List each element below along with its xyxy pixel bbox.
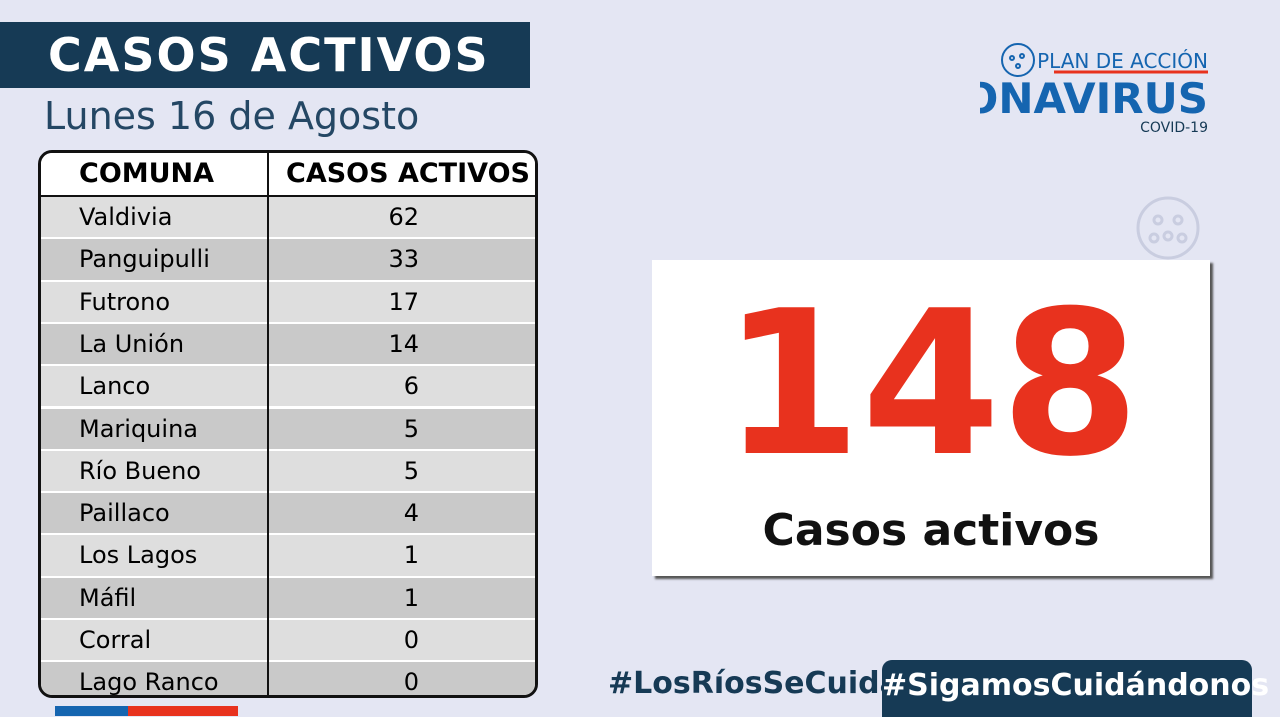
- table-row: Lanco 6: [41, 366, 535, 407]
- cell: 4: [403, 499, 419, 528]
- column-header: CASOS ACTIVOS: [286, 158, 530, 189]
- cell: 0: [403, 668, 419, 697]
- total-value: 148: [722, 268, 1140, 501]
- table-row: Panguipulli 33: [41, 239, 535, 280]
- column-divider: [267, 153, 269, 695]
- table-row: Paillaco 4: [41, 493, 535, 534]
- cell: 6: [403, 372, 419, 401]
- hashtag-box: [882, 660, 1252, 717]
- cell: Futrono: [79, 287, 171, 316]
- title-bar: [0, 22, 530, 88]
- logo: PLAN DE ACCIÓN CORONAVIRUS COVID-19: [980, 43, 1208, 136]
- table-row: Valdivia 62: [41, 197, 535, 238]
- cell: 5: [403, 414, 419, 443]
- table-row: Los Lagos 1: [41, 535, 535, 576]
- cell: 0: [403, 626, 419, 654]
- stripe-red: [128, 706, 238, 716]
- column-header: COMUNA: [79, 158, 215, 189]
- total-box: [652, 260, 1210, 576]
- cell: Panguipulli: [79, 245, 210, 274]
- table-row: Futrono 17: [41, 281, 535, 322]
- cell: 14: [388, 329, 419, 358]
- table-header: COMUNA CASOS ACTIVOS: [41, 153, 535, 197]
- table-row: Lago Ranco 0: [41, 662, 535, 697]
- cell: Paillaco: [79, 499, 170, 528]
- cell: Lago Ranco: [79, 668, 219, 697]
- cell: Los Lagos: [79, 541, 198, 570]
- cell: 1: [403, 583, 419, 612]
- total-label: Casos activos: [762, 505, 1100, 556]
- cell: Máfil: [79, 583, 137, 612]
- cell: Lanco: [79, 372, 151, 401]
- cell: 5: [403, 456, 419, 485]
- cell: Río Bueno: [79, 456, 201, 485]
- cell: 62: [388, 203, 419, 231]
- table-row: Mariquina 5: [41, 408, 535, 449]
- cell: 17: [388, 287, 419, 316]
- table-row: Máfil 1: [41, 577, 535, 618]
- table-row: La Unión 14: [41, 323, 535, 365]
- logo-line2: CORONAVIRUS: [980, 74, 1208, 123]
- table-row: Corral 0: [41, 620, 535, 661]
- cell: 1: [403, 541, 419, 570]
- table-row: Río Bueno 5: [41, 450, 535, 492]
- cell: La Unión: [79, 329, 185, 358]
- stripe-blue: [55, 706, 128, 716]
- hashtag: #SigamosCuidándonos: [882, 668, 1270, 703]
- logo-line1: PLAN DE ACCIÓN: [1037, 49, 1208, 73]
- cell: Mariquina: [79, 414, 198, 443]
- hashtag: #LosRíosSeCuida: [608, 666, 900, 701]
- subtitle: Lunes 16 de Agosto: [44, 94, 420, 138]
- cell: 33: [388, 245, 419, 274]
- table: COMUNA CASOS ACTIVOS Valdivia 62 Panguipulli…: [38, 150, 538, 698]
- virus-icon: [1136, 196, 1200, 260]
- logo-line3: COVID-19: [1140, 120, 1208, 136]
- cell: Valdivia: [79, 203, 173, 231]
- cell: Corral: [79, 626, 152, 654]
- title: CASOS ACTIVOS: [48, 28, 490, 82]
